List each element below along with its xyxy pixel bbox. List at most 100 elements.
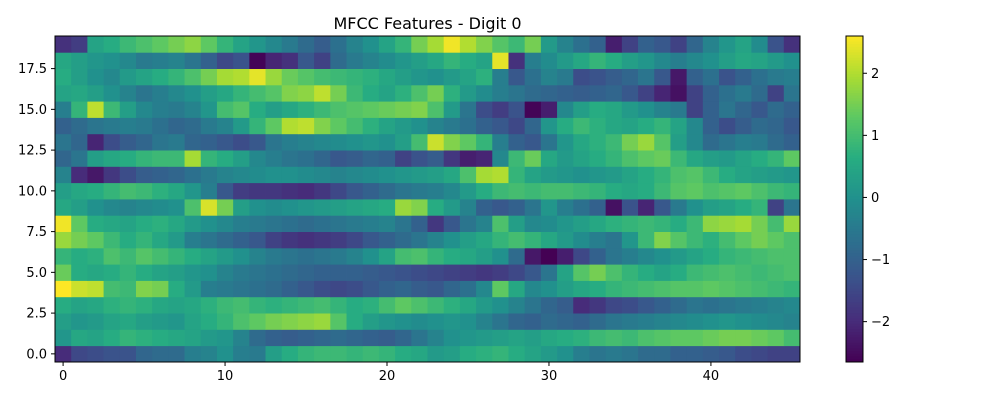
heatmap-cell	[686, 133, 704, 151]
heatmap-cell	[427, 264, 445, 281]
heatmap-cell	[184, 52, 202, 69]
heatmap-cell	[233, 280, 250, 298]
heatmap-cell	[281, 133, 299, 151]
colorbar-segment	[846, 98, 863, 102]
heatmap-cell	[654, 117, 671, 135]
colorbar-segment	[846, 163, 863, 167]
heatmap-cell	[524, 247, 542, 265]
heatmap-cell	[184, 68, 202, 86]
heatmap-cell	[735, 280, 752, 298]
heatmap-cell	[71, 345, 88, 363]
heatmap-cell	[281, 280, 299, 298]
heatmap-cell	[557, 117, 574, 135]
heatmap-cell	[71, 329, 88, 347]
heatmap-cell	[152, 329, 169, 347]
heatmap-cell	[216, 166, 234, 184]
heatmap-cell	[443, 52, 461, 69]
heatmap-cell	[281, 101, 299, 118]
heatmap-cell	[395, 52, 412, 69]
heatmap-cell	[184, 345, 202, 363]
heatmap-cell	[152, 166, 169, 184]
heatmap-cell	[103, 166, 121, 184]
heatmap-cell	[119, 264, 137, 281]
heatmap-cell	[605, 68, 623, 86]
colorbar-axis: −2 −1 0 1 2	[863, 67, 890, 330]
heatmap-cell	[670, 247, 688, 265]
colorbar-segment	[846, 204, 863, 208]
colorbar-segment	[846, 348, 863, 352]
heatmap-cell	[524, 52, 542, 69]
colorbar-segment	[846, 253, 863, 257]
heatmap-cell	[411, 182, 428, 200]
heatmap-cell	[200, 313, 218, 330]
heatmap-cell	[411, 84, 428, 102]
colorbar-segment	[846, 114, 863, 118]
heatmap-cell	[767, 329, 785, 347]
heatmap-cell	[492, 101, 509, 118]
heatmap-cell	[233, 296, 250, 314]
heatmap-cell	[492, 68, 509, 86]
heatmap-cell	[702, 101, 720, 118]
heatmap-cell	[573, 36, 590, 53]
heatmap-cell	[524, 68, 542, 86]
colorbar-segment	[846, 353, 863, 358]
colorbar-segment	[846, 144, 863, 148]
heatmap-cell	[735, 117, 752, 135]
heatmap-cell	[55, 36, 72, 53]
heatmap-cell	[297, 215, 315, 232]
heatmap-cell	[557, 36, 574, 53]
colorbar-segment	[846, 201, 863, 205]
heatmap-cell	[735, 101, 752, 118]
heatmap-cell	[281, 215, 299, 232]
colorbar-segment	[846, 291, 863, 295]
heatmap-cell	[378, 36, 396, 53]
heatmap-cell	[152, 345, 169, 363]
heatmap-cell	[249, 68, 266, 86]
colorbar-segment	[846, 133, 863, 138]
heatmap-cell	[459, 101, 477, 118]
heatmap-cell	[119, 313, 137, 330]
heatmap-cell	[573, 117, 590, 135]
heatmap-cell	[686, 150, 704, 167]
heatmap-cell	[492, 296, 509, 314]
colorbar-segment	[846, 95, 863, 99]
heatmap-cell	[443, 36, 461, 53]
heatmap-cell	[670, 296, 688, 314]
heatmap-cell	[184, 117, 202, 135]
heatmap-cell	[783, 264, 801, 281]
heatmap-cell	[395, 345, 412, 363]
heatmap-cell	[492, 166, 509, 184]
heatmap-cell	[476, 84, 493, 102]
heatmap-cell	[87, 296, 104, 314]
heatmap-cell	[702, 247, 720, 265]
heatmap-cell	[427, 150, 445, 167]
heatmap-cell	[330, 166, 347, 184]
heatmap-cell	[638, 52, 655, 69]
heatmap-cell	[168, 68, 185, 86]
heatmap-cell	[152, 296, 169, 314]
heatmap-cell	[330, 247, 347, 265]
heatmap-cell	[783, 150, 801, 167]
colorbar-tick-label: 2	[871, 67, 879, 82]
heatmap-cell	[411, 36, 428, 53]
colorbar-segment	[846, 49, 863, 53]
heatmap-cell	[508, 101, 526, 118]
heatmap-cell	[152, 264, 169, 281]
colorbar-segment	[846, 304, 863, 309]
heatmap-cell	[168, 329, 185, 347]
heatmap-cell	[719, 231, 736, 249]
heatmap-cell	[557, 296, 574, 314]
heatmap-cell	[346, 36, 364, 53]
heatmap-cell	[459, 199, 477, 216]
colorbar-segment	[846, 247, 863, 252]
heatmap-cell	[87, 247, 104, 265]
heatmap-cell	[314, 247, 331, 265]
heatmap-cell	[297, 313, 315, 330]
heatmap-cell	[767, 264, 785, 281]
heatmap-cell	[249, 133, 266, 151]
heatmap-cell	[87, 150, 104, 167]
heatmap-cell	[314, 199, 331, 216]
heatmap-cell	[638, 182, 655, 200]
heatmap-cell	[249, 101, 266, 118]
heatmap-cell	[702, 280, 720, 298]
